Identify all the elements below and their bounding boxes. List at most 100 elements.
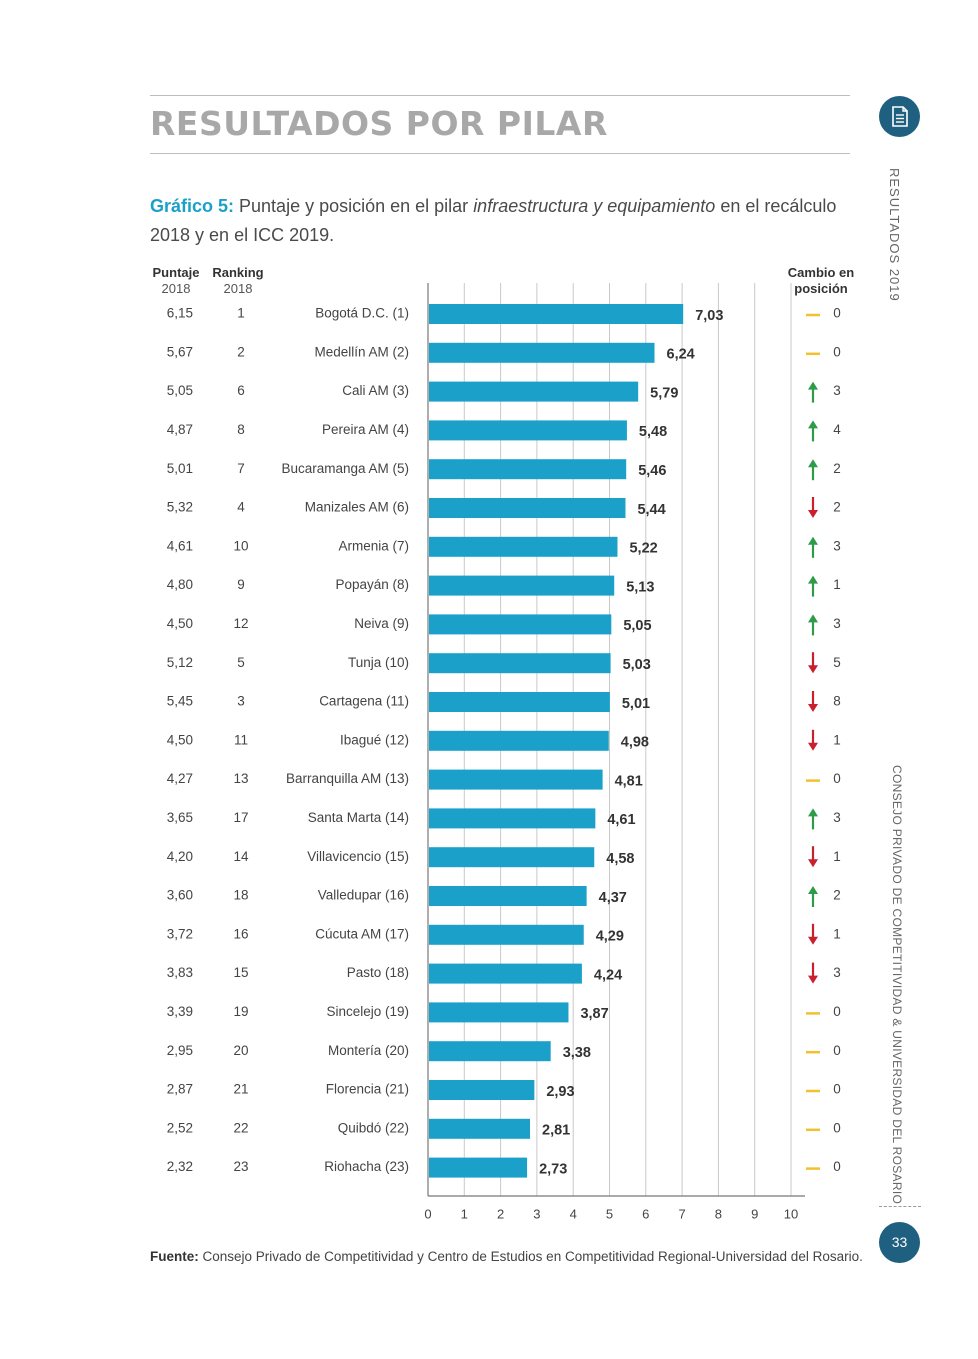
arrow-up-icon bbox=[808, 575, 818, 584]
category-label: Cúcuta AM (17) bbox=[315, 926, 409, 941]
x-tick-label: 5 bbox=[606, 1206, 613, 1221]
bar-value-label: 5,03 bbox=[623, 657, 651, 673]
puntaje-header-year: 2018 bbox=[161, 281, 191, 296]
category-label: Pasto (18) bbox=[347, 965, 409, 980]
ranking-2018-value: 9 bbox=[237, 577, 245, 592]
bar-value-label: 4,61 bbox=[607, 812, 635, 828]
bar bbox=[429, 1080, 535, 1100]
bar bbox=[429, 769, 603, 790]
bar bbox=[429, 342, 655, 363]
bar-value-label: 3,38 bbox=[563, 1045, 591, 1061]
chart-caption: Gráfico 5: Puntaje y posición en el pila… bbox=[150, 192, 855, 250]
bar-value-label: 7,03 bbox=[695, 308, 723, 324]
category-label: Popayán (8) bbox=[335, 577, 409, 592]
x-tick-label: 6 bbox=[642, 1206, 649, 1221]
category-label: Valledupar (16) bbox=[318, 888, 409, 903]
bar-value-label: 5,22 bbox=[629, 541, 657, 557]
side-publisher-label: CONSEJO PRIVADO DE COMPETITIVIDAD & UNIV… bbox=[890, 765, 904, 1205]
ranking-2018-value: 7 bbox=[237, 461, 245, 476]
arrow-down-icon bbox=[808, 975, 818, 984]
change-value: 0 bbox=[833, 1159, 841, 1174]
change-value: 1 bbox=[833, 849, 841, 864]
ranking-2018-value: 13 bbox=[233, 771, 248, 786]
category-label: Cartagena (11) bbox=[319, 694, 409, 709]
arrow-up-icon bbox=[808, 808, 818, 817]
arrow-down-icon bbox=[808, 936, 818, 945]
bar-value-label: 4,98 bbox=[621, 735, 649, 751]
puntaje-2018-value: 2,52 bbox=[167, 1120, 193, 1135]
cambio-header-line2: posición bbox=[794, 281, 848, 296]
bar bbox=[429, 924, 584, 945]
bar-value-label: 3,87 bbox=[580, 1006, 608, 1022]
bar bbox=[429, 730, 609, 751]
ranking-2018-value: 5 bbox=[237, 655, 245, 670]
x-tick-label: 10 bbox=[784, 1206, 798, 1221]
category-label: Sincelejo (19) bbox=[326, 1004, 409, 1019]
bar-value-label: 5,05 bbox=[623, 618, 651, 634]
change-value: 0 bbox=[833, 1082, 841, 1097]
puntaje-2018-value: 5,05 bbox=[167, 383, 193, 398]
x-tick-label: 1 bbox=[461, 1206, 468, 1221]
category-label: Pereira AM (4) bbox=[322, 422, 409, 437]
arrow-down-icon bbox=[808, 510, 818, 518]
change-value: 3 bbox=[833, 538, 841, 553]
change-value: 0 bbox=[833, 1043, 841, 1058]
category-label: Bucaramanga AM (5) bbox=[281, 461, 409, 476]
puntaje-2018-value: 4,50 bbox=[167, 732, 193, 747]
ranking-2018-value: 1 bbox=[237, 306, 245, 321]
ranking-2018-value: 2 bbox=[237, 344, 245, 359]
puntaje-2018-value: 5,32 bbox=[167, 500, 193, 515]
category-label: Ibagué (12) bbox=[340, 732, 409, 747]
puntaje-2018-value: 4,27 bbox=[167, 771, 193, 786]
puntaje-2018-value: 2,95 bbox=[167, 1043, 193, 1058]
puntaje-2018-value: 4,87 bbox=[167, 422, 193, 437]
bar bbox=[429, 1002, 569, 1023]
bar bbox=[429, 692, 610, 712]
x-tick-label: 4 bbox=[570, 1206, 577, 1221]
change-value: 5 bbox=[833, 655, 841, 670]
category-label: Medellín AM (2) bbox=[314, 344, 409, 359]
bar bbox=[429, 420, 627, 441]
change-value: 2 bbox=[833, 888, 841, 903]
bar-value-label: 4,81 bbox=[615, 773, 643, 789]
arrow-up-icon bbox=[808, 420, 818, 429]
puntaje-2018-value: 5,12 bbox=[167, 655, 193, 670]
change-value: 0 bbox=[833, 1120, 841, 1135]
bar bbox=[429, 1118, 531, 1139]
ranking-2018-value: 11 bbox=[234, 732, 248, 747]
puntaje-2018-value: 5,01 bbox=[167, 461, 193, 476]
puntaje-2018-value: 2,87 bbox=[167, 1082, 193, 1097]
bar-value-label: 2,93 bbox=[546, 1084, 574, 1100]
x-tick-label: 9 bbox=[751, 1206, 758, 1221]
change-value: 1 bbox=[833, 577, 841, 592]
ranking-2018-value: 16 bbox=[233, 926, 248, 941]
ranking-2018-value: 8 bbox=[237, 422, 245, 437]
page-number: 33 bbox=[879, 1222, 920, 1263]
document-icon bbox=[879, 96, 920, 137]
bar-value-label: 5,46 bbox=[638, 463, 666, 479]
ranking-header-year: 2018 bbox=[223, 281, 253, 296]
category-label: Villavicencio (15) bbox=[307, 849, 409, 864]
category-label: Santa Marta (14) bbox=[308, 810, 409, 825]
ranking-2018-value: 14 bbox=[233, 849, 249, 864]
category-label: Barranquilla AM (13) bbox=[286, 771, 409, 786]
ranking-2018-value: 20 bbox=[233, 1043, 248, 1058]
change-value: 3 bbox=[833, 383, 841, 398]
bar bbox=[429, 808, 596, 829]
bar bbox=[429, 536, 618, 557]
bar bbox=[429, 886, 587, 906]
puntaje-header-title: Puntaje bbox=[152, 265, 200, 280]
change-value: 3 bbox=[833, 810, 841, 825]
bar-value-label: 5,79 bbox=[650, 385, 678, 401]
category-label: Bogotá D.C. (1) bbox=[315, 306, 409, 321]
bar-value-label: 4,37 bbox=[599, 890, 627, 906]
ranking-header: Ranking 2018 bbox=[208, 265, 268, 297]
ranking-2018-value: 4 bbox=[237, 500, 245, 515]
bar bbox=[429, 1157, 528, 1178]
category-label: Manizales AM (6) bbox=[305, 500, 409, 515]
ranking-2018-value: 17 bbox=[233, 810, 248, 825]
title-underline bbox=[150, 153, 850, 154]
arrow-up-icon bbox=[808, 381, 818, 390]
source-footnote: Fuente: Consejo Privado de Competitivida… bbox=[150, 1249, 863, 1264]
change-value: 1 bbox=[833, 926, 841, 941]
